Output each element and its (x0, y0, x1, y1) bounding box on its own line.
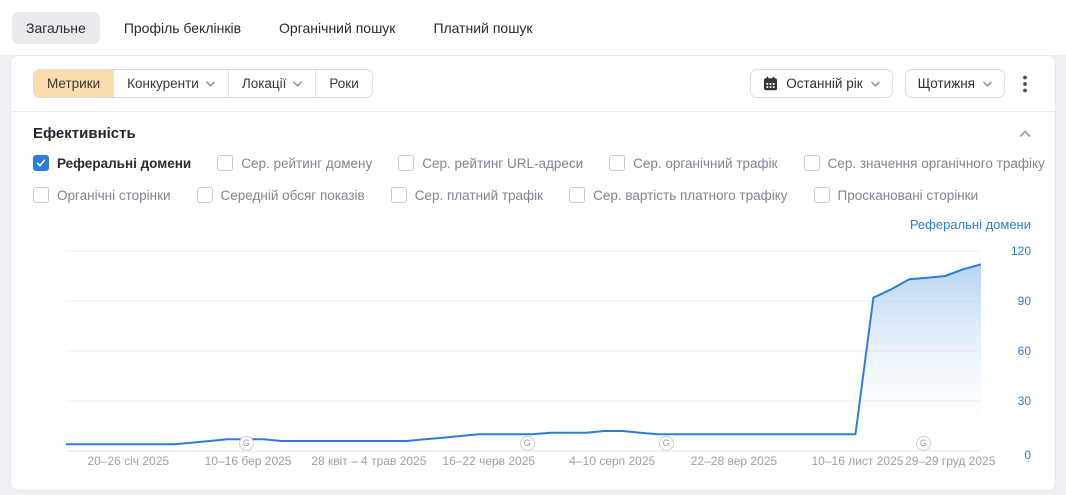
google-update-marker[interactable]: G (658, 436, 674, 451)
checkbox-unchecked-icon (803, 155, 820, 171)
metric-label: Середній обсяг показів (220, 187, 365, 203)
y-axis-labels: 120 90 60 30 0 (981, 238, 1033, 462)
metric-checkbox[interactable]: Сер. значення органічного трафіку (803, 155, 1045, 171)
y-axis-tick-label: 30 (1017, 394, 1031, 408)
chevron-down-icon (983, 80, 992, 87)
chart-legend: Реферальні домени (66, 217, 1033, 232)
series-legend-link[interactable]: Реферальні домени (909, 217, 1031, 232)
chevron-down-icon (293, 80, 303, 87)
competitors-dropdown[interactable]: Конкуренти (113, 70, 228, 97)
tab-3[interactable]: Платний пошук (433, 19, 533, 36)
chart-flex: 20–26 січ 2025 10–16 бер 2025 28 квіт – 4 … (66, 238, 1033, 468)
checkbox-unchecked-icon (390, 187, 407, 203)
chevron-down-icon (206, 80, 215, 87)
google-update-marker[interactable]: G (519, 436, 535, 451)
overview-card: Метрики Конкуренти Локації Роки (10, 55, 1056, 491)
x-axis-tick-label: 10–16 лист 2025 (811, 454, 904, 468)
checkbox-unchecked-icon (398, 155, 415, 171)
chevron-down-icon (870, 80, 880, 87)
metric-label: Проскановані сторінки (837, 187, 979, 203)
metric-label: Органічні сторінки (57, 187, 171, 203)
x-axis-labels: 20–26 січ 2025 10–16 бер 2025 28 квіт – 4 … (66, 451, 995, 469)
x-axis-tick-label: 28 квіт – 4 трав 2025 (311, 454, 427, 468)
checkbox-unchecked-icon (196, 187, 213, 203)
metric-checkbox[interactable]: Реферальні домени (33, 155, 191, 171)
checkbox-unchecked-icon (33, 187, 49, 203)
x-axis-tick-label: 22–28 вер 2025 (690, 454, 778, 468)
metric-label: Сер. значення органічного трафіку (827, 155, 1045, 171)
y-axis-tick-label: 90 (1017, 294, 1031, 308)
tab-bar: Загальне Профіль беклінків Органічний пошу… (0, 0, 1066, 55)
section-header: Ефективність (33, 125, 1033, 142)
checkbox-unchecked-icon (813, 187, 830, 203)
y-axis-tick-label: 60 (1017, 344, 1031, 358)
metric-checkbox[interactable]: Проскановані сторінки (813, 187, 979, 203)
filter-button-group: Метрики Конкуренти Локації Роки (33, 69, 373, 98)
chevron-up-icon (1019, 129, 1031, 137)
tab-1[interactable]: Профіль беклінків (123, 19, 242, 36)
years-button[interactable]: Роки (315, 70, 371, 97)
chart-plot: 20–26 січ 2025 10–16 бер 2025 28 квіт – 4 … (66, 238, 995, 468)
more-options-button[interactable] (1017, 71, 1033, 97)
metric-label: Сер. платний трафік (414, 187, 544, 203)
google-update-marker[interactable]: G (238, 436, 254, 451)
metrics-button[interactable]: Метрики (34, 70, 114, 97)
metric-label: Сер. органічний трафік (633, 155, 778, 171)
metric-checkbox[interactable]: Сер. органічний трафік (609, 155, 778, 171)
x-axis-tick-label: 29–29 груд 2025 (905, 454, 996, 468)
granularity-dropdown[interactable]: Щотижня (904, 69, 1005, 98)
metric-label: Сер. рейтинг домену (241, 155, 373, 171)
x-axis-tick-label: 10–16 бер 2025 (204, 454, 292, 468)
metric-label: Сер. рейтинг URL-адреси (422, 155, 584, 171)
metric-checkbox[interactable]: Сер. рейтинг домену (217, 155, 372, 171)
x-axis-tick-label: 16–22 черв 2025 (442, 454, 536, 468)
google-update-marker[interactable]: G (915, 436, 931, 451)
metric-checkbox[interactable]: Середній обсяг показів (196, 187, 365, 203)
toolbar-divider (11, 111, 1055, 112)
x-axis-tick-label: 20–26 січ 2025 (87, 454, 170, 468)
metric-label: Сер. вартість платного трафіку (593, 187, 788, 203)
section-title: Ефективність (33, 125, 136, 142)
locations-label: Локації (241, 76, 287, 91)
checkbox-unchecked-icon (569, 187, 586, 203)
x-axis-tick-label: 4–10 серп 2025 (569, 454, 656, 468)
checkbox-unchecked-icon (217, 155, 234, 171)
metric-checkbox[interactable]: Сер. рейтинг URL-адреси (398, 155, 583, 171)
kebab-icon (1023, 75, 1027, 92)
y-axis-tick-label: 120 (1010, 244, 1031, 258)
checkbox-unchecked-icon (609, 155, 626, 171)
checkbox-checked-icon (33, 155, 49, 171)
date-range-label: Останній рік (786, 76, 863, 91)
competitors-label: Конкуренти (127, 76, 199, 91)
collapse-section-button[interactable] (1017, 128, 1033, 140)
calendar-icon (764, 76, 778, 91)
metrics-row-2: Органічні сторінки Середній обсяг показів… (33, 187, 1033, 203)
content-area: Метрики Конкуренти Локації Роки (0, 55, 1066, 495)
metric-checkbox[interactable]: Сер. платний трафік (390, 187, 544, 203)
tab-0[interactable]: Загальне (12, 11, 100, 44)
date-range-dropdown[interactable]: Останній рік (750, 69, 893, 98)
metric-checkbox[interactable]: Сер. вартість платного трафіку (569, 187, 788, 203)
chart-block: Реферальні домени 20–26 січ 2025 10–16 бе… (66, 217, 1033, 468)
chart-svg (66, 250, 981, 452)
granularity-label: Щотижня (917, 76, 975, 91)
locations-dropdown[interactable]: Локації (227, 70, 316, 97)
metric-checkbox[interactable]: Органічні сторінки (33, 187, 171, 203)
metrics-row-1: Реферальні домени Сер. рейтинг домену Сер.… (33, 155, 1045, 171)
toolbar-right: Останній рік Щотижня (750, 69, 1033, 98)
y-axis-tick-label: 0 (1024, 448, 1031, 462)
metric-label: Реферальні домени (57, 155, 192, 171)
toolbar: Метрики Конкуренти Локації Роки (33, 56, 1033, 111)
tab-2[interactable]: Органічний пошук (279, 19, 396, 36)
